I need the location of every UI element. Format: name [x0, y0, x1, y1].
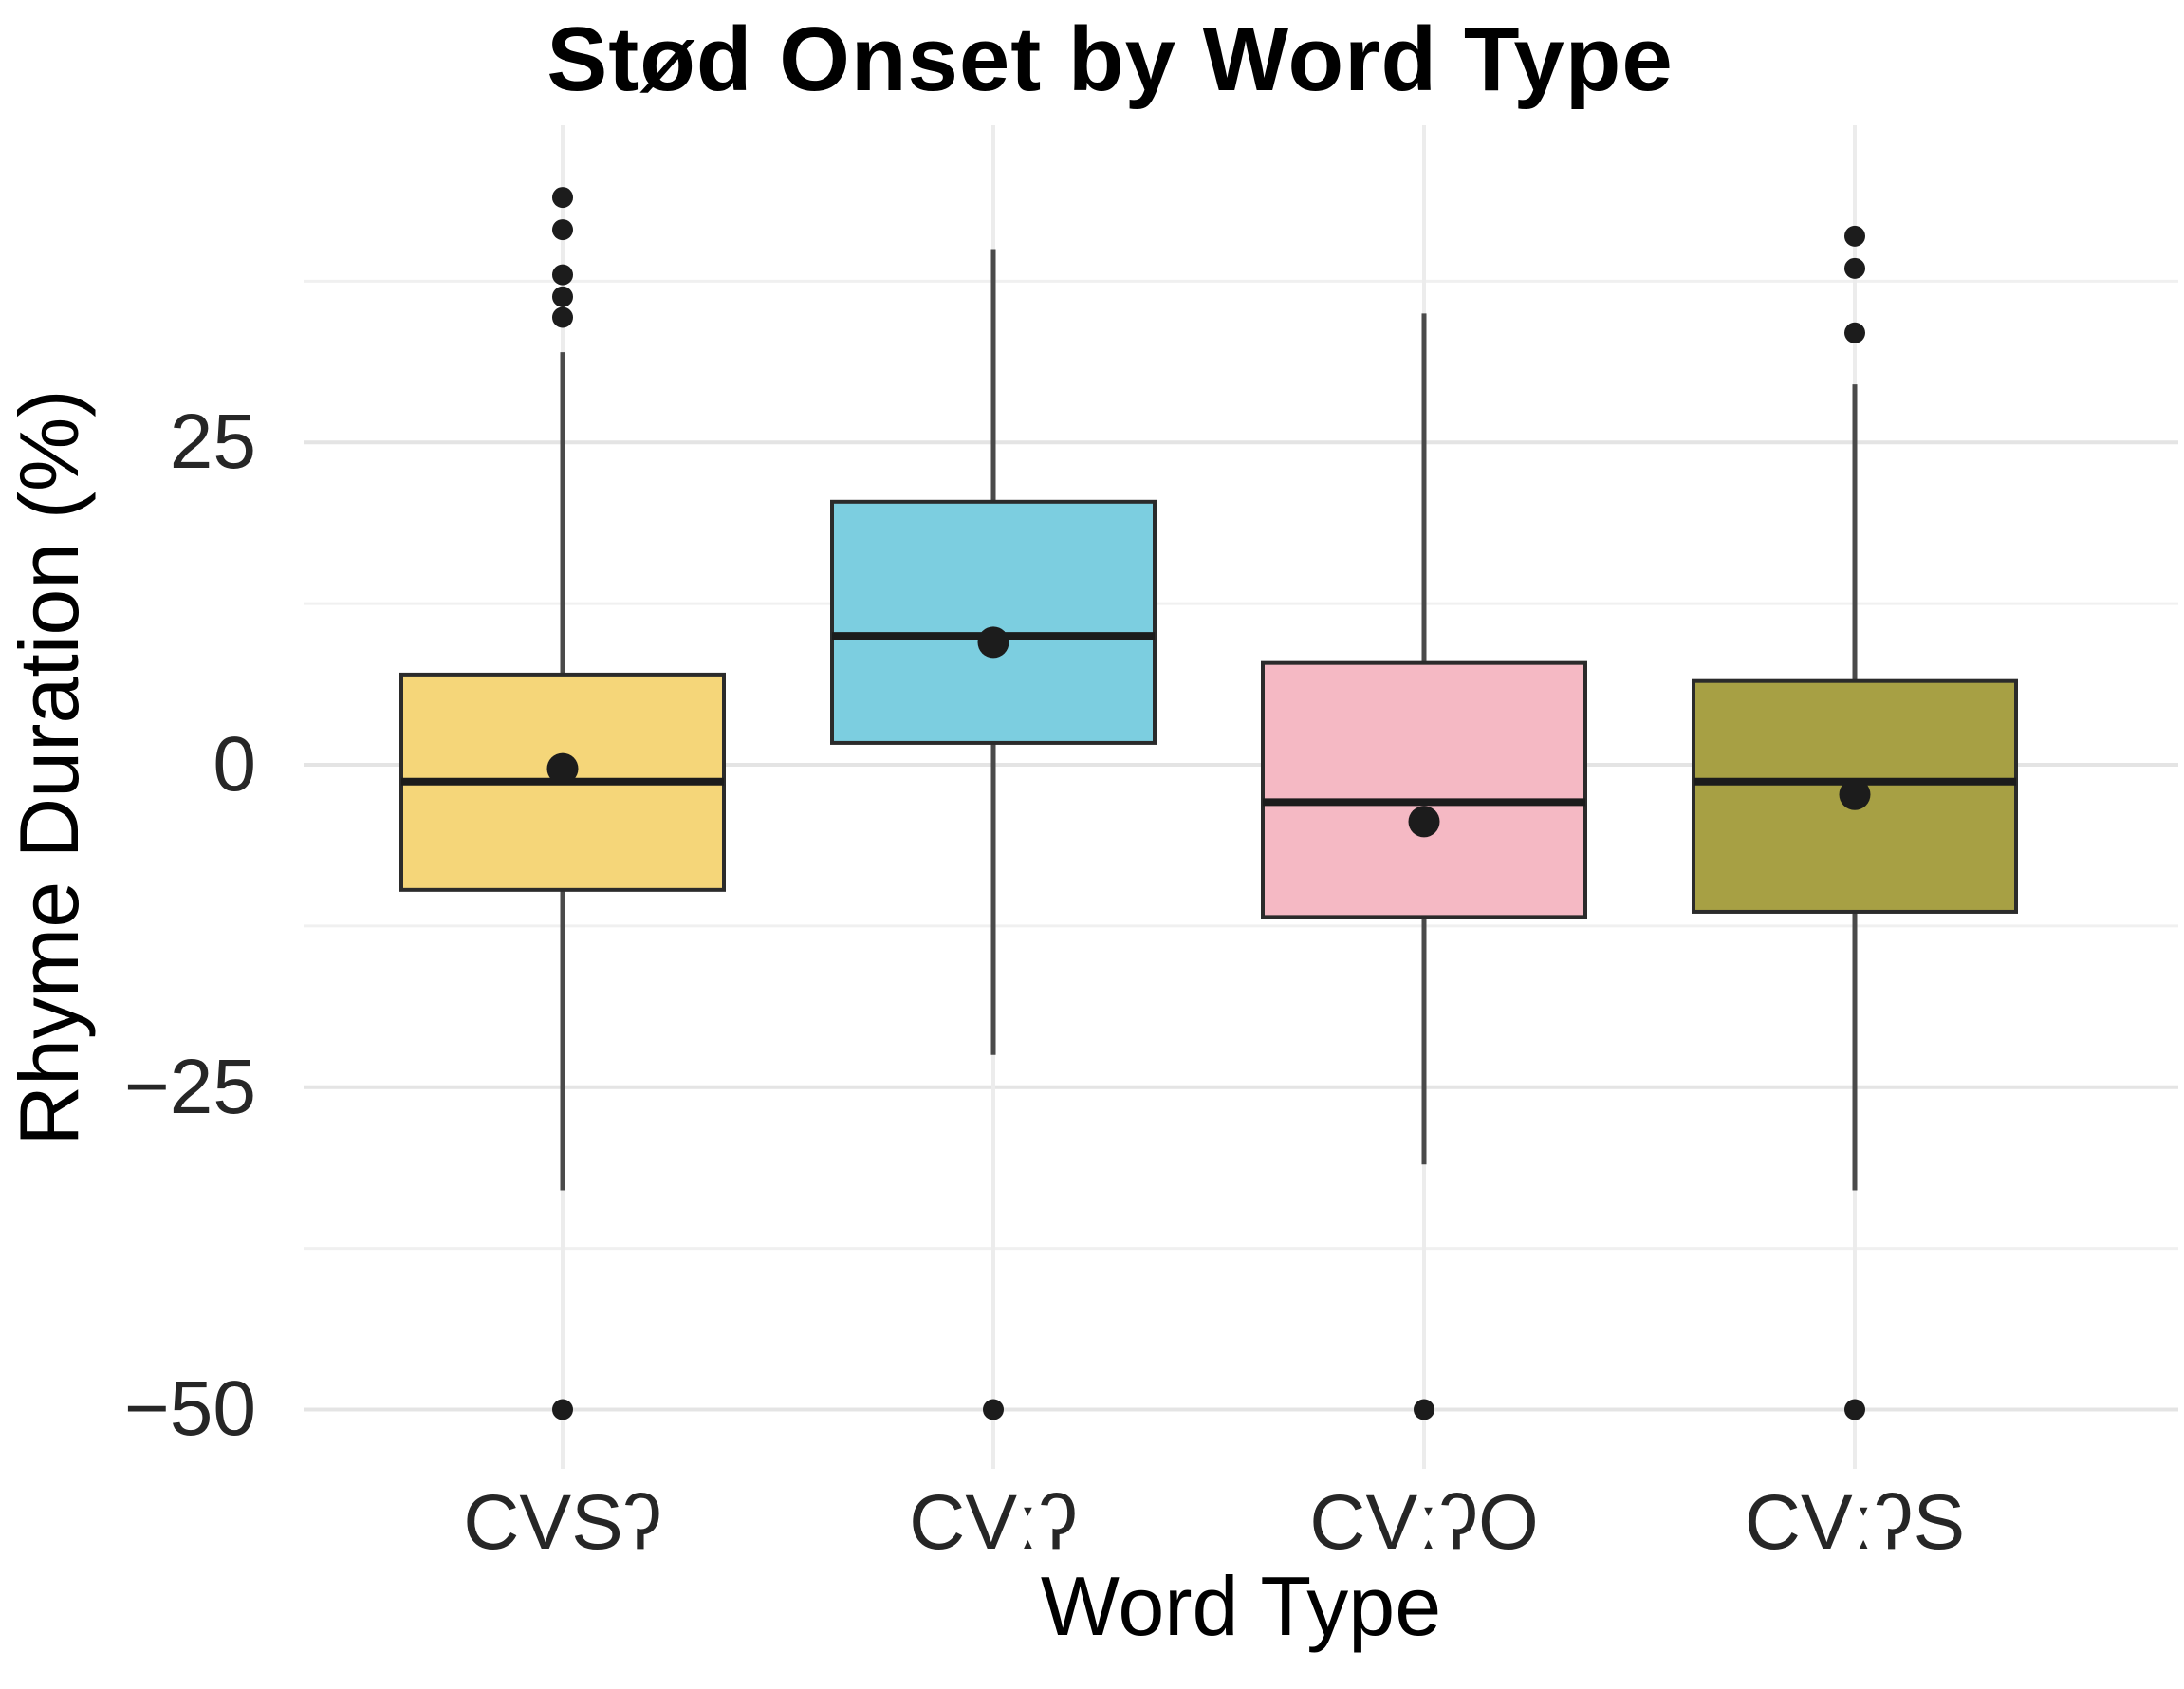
- mean-dot: [546, 752, 579, 785]
- outlier-dot: [552, 306, 573, 328]
- outlier-dot: [1844, 225, 1865, 247]
- mean-dot: [1839, 778, 1871, 810]
- x-tick-label: CVːʔ: [909, 1479, 1078, 1566]
- outlier-dot: [1844, 1399, 1865, 1420]
- outlier-dot: [1414, 1399, 1434, 1420]
- box-CVːʔO: [1261, 660, 1587, 919]
- outlier-dot: [983, 1399, 1004, 1420]
- outlier-dot: [552, 286, 573, 307]
- x-tick-label: CVːʔS: [1744, 1479, 1966, 1566]
- outlier-dot: [1844, 322, 1865, 343]
- x-axis-title: Word Type: [1040, 1559, 1442, 1653]
- mean-dot: [977, 626, 1009, 659]
- y-tick-label: −50: [123, 1365, 256, 1453]
- outlier-dot: [552, 187, 573, 209]
- box-CVːʔ: [830, 499, 1157, 745]
- x-tick-label: CVSʔ: [463, 1479, 662, 1566]
- y-tick-label: −25: [123, 1043, 256, 1130]
- outlier-dot: [552, 264, 573, 286]
- chart-title: Stød Onset by Word Type: [546, 9, 1674, 110]
- mean-dot: [1408, 806, 1440, 838]
- outlier-dot: [552, 1399, 573, 1420]
- x-tick-label: CVːʔO: [1309, 1479, 1539, 1566]
- outlier-dot: [552, 219, 573, 241]
- y-tick-label: 25: [169, 399, 256, 486]
- outlier-dot: [1844, 257, 1865, 279]
- y-tick-label: 0: [213, 721, 256, 808]
